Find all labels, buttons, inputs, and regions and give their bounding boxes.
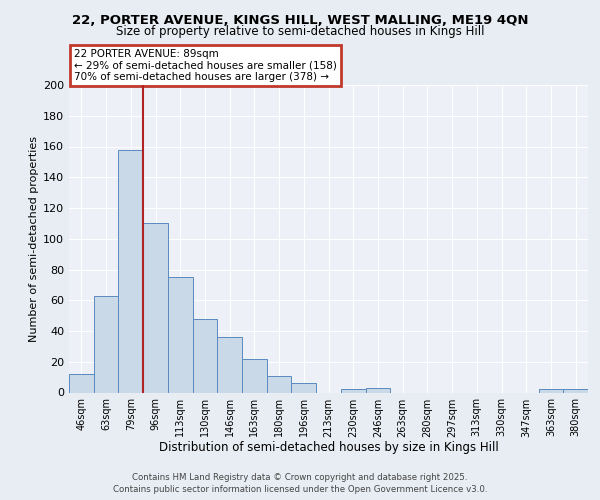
Text: Contains HM Land Registry data © Crown copyright and database right 2025.
Contai: Contains HM Land Registry data © Crown c… bbox=[113, 472, 487, 494]
Bar bbox=[539, 390, 563, 392]
Bar bbox=[563, 390, 588, 392]
Bar bbox=[193, 318, 217, 392]
Bar bbox=[341, 390, 365, 392]
Text: 22, PORTER AVENUE, KINGS HILL, WEST MALLING, ME19 4QN: 22, PORTER AVENUE, KINGS HILL, WEST MALL… bbox=[72, 14, 528, 27]
Bar bbox=[267, 376, 292, 392]
Text: 22 PORTER AVENUE: 89sqm
← 29% of semi-detached houses are smaller (158)
70% of s: 22 PORTER AVENUE: 89sqm ← 29% of semi-de… bbox=[74, 48, 337, 82]
Text: Size of property relative to semi-detached houses in Kings Hill: Size of property relative to semi-detach… bbox=[116, 25, 484, 38]
Bar bbox=[168, 277, 193, 392]
Bar bbox=[143, 224, 168, 392]
Bar bbox=[69, 374, 94, 392]
X-axis label: Distribution of semi-detached houses by size in Kings Hill: Distribution of semi-detached houses by … bbox=[158, 441, 499, 454]
Bar bbox=[365, 388, 390, 392]
Bar bbox=[94, 296, 118, 392]
Bar bbox=[242, 358, 267, 392]
Bar bbox=[217, 337, 242, 392]
Y-axis label: Number of semi-detached properties: Number of semi-detached properties bbox=[29, 136, 39, 342]
Bar bbox=[118, 150, 143, 392]
Bar bbox=[292, 384, 316, 392]
